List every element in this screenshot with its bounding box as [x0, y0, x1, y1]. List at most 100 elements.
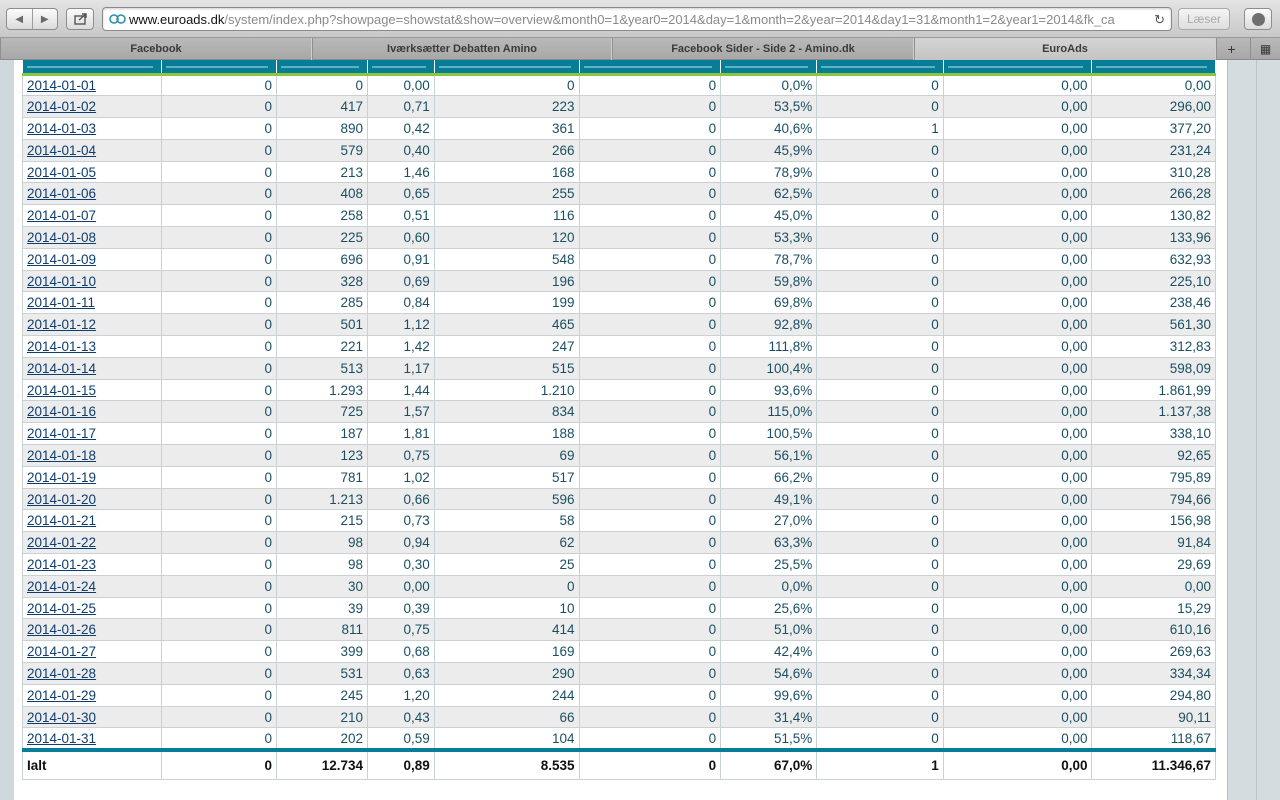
stats-panel: 2014-01-01 0 0 0,00 0 0 0,0% 0 0,00 0,00 2014-01-0…: [14, 60, 1228, 800]
date-link[interactable]: 2014-01-31: [27, 730, 97, 746]
tab-euroads[interactable]: EuroAds: [914, 38, 1216, 60]
value-cell: 0: [161, 182, 277, 206]
date-link[interactable]: 2014-01-28: [27, 665, 97, 681]
value-cell: 0: [816, 74, 944, 97]
date-link[interactable]: 2014-01-21: [27, 513, 97, 529]
column-header[interactable]: [22, 60, 162, 76]
value-cell: 696: [276, 248, 369, 271]
value-cell: 0,00: [943, 618, 1093, 642]
date-cell: 2014-01-25: [22, 597, 162, 620]
back-icon[interactable]: ◀: [15, 13, 24, 25]
date-link[interactable]: 2014-01-04: [27, 142, 97, 158]
value-cell: 0: [816, 640, 944, 664]
value-cell: 0: [161, 95, 277, 119]
column-header[interactable]: [943, 60, 1093, 76]
table-row: 2014-01-22 0 98 0,94 62 0 63,3% 0 0,00 91,84: [22, 531, 1216, 555]
column-header[interactable]: [816, 60, 944, 76]
column-header[interactable]: [276, 60, 369, 76]
date-link[interactable]: 2014-01-20: [27, 491, 97, 507]
date-link[interactable]: 2014-01-14: [27, 360, 97, 376]
value-cell: 0: [161, 379, 277, 402]
date-cell: 2014-01-07: [22, 204, 162, 228]
date-link[interactable]: 2014-01-01: [27, 77, 97, 93]
value-cell: 0,51: [367, 204, 435, 228]
table-row: 2014-01-17 0 187 1,81 188 0 100,5% 0 0,00 338,10: [22, 422, 1216, 446]
date-link[interactable]: 2014-01-26: [27, 622, 97, 638]
date-link[interactable]: 2014-01-23: [27, 556, 97, 572]
value-cell: 0: [816, 248, 944, 271]
forward-icon[interactable]: ▶: [31, 9, 58, 29]
column-header[interactable]: [720, 60, 818, 76]
value-cell: 0: [816, 422, 944, 446]
value-cell: 0: [161, 335, 277, 358]
tab-facebook[interactable]: Facebook: [0, 38, 312, 60]
date-link[interactable]: 2014-01-29: [27, 687, 97, 703]
value-cell: 266,28: [1091, 182, 1216, 206]
value-cell: 123: [276, 444, 369, 467]
share-button[interactable]: [66, 8, 94, 30]
value-cell: 0: [816, 379, 944, 402]
date-link[interactable]: 2014-01-06: [27, 186, 97, 202]
value-cell: 0: [579, 531, 722, 555]
value-cell: 0,00: [943, 640, 1093, 664]
date-link[interactable]: 2014-01-19: [27, 469, 97, 485]
date-link[interactable]: 2014-01-09: [27, 251, 97, 267]
value-cell: 0,00: [1091, 74, 1216, 97]
value-cell: 0,84: [367, 291, 435, 315]
tab-bar: Facebook Iværksætter Debatten Amino Face…: [0, 38, 1280, 60]
date-link[interactable]: 2014-01-18: [27, 447, 97, 463]
date-link[interactable]: 2014-01-30: [27, 709, 97, 725]
date-link[interactable]: 2014-01-17: [27, 426, 97, 442]
value-cell: 0,00: [943, 379, 1093, 402]
download-icon: [1252, 13, 1265, 26]
value-cell: 93,6%: [720, 379, 818, 402]
new-tab-icon[interactable]: +: [1216, 38, 1246, 60]
value-cell: 399: [276, 640, 369, 664]
value-cell: 225,10: [1091, 270, 1216, 293]
date-link[interactable]: 2014-01-07: [27, 208, 97, 224]
value-cell: 30: [276, 575, 369, 598]
value-cell: 0: [161, 575, 277, 598]
date-link[interactable]: 2014-01-03: [27, 120, 97, 136]
value-cell: 40,6%: [720, 117, 818, 140]
value-cell: 0: [816, 618, 944, 642]
tab-overview-icon[interactable]: ▦: [1250, 38, 1280, 60]
reload-icon[interactable]: ↻: [1154, 12, 1165, 27]
column-header[interactable]: [434, 60, 580, 76]
downloads-button[interactable]: [1244, 8, 1272, 30]
date-link[interactable]: 2014-01-27: [27, 644, 97, 660]
date-link[interactable]: 2014-01-02: [27, 99, 97, 115]
date-link[interactable]: 2014-01-05: [27, 164, 97, 180]
date-link[interactable]: 2014-01-13: [27, 338, 97, 354]
tab-ivaerksaetter-debatten[interactable]: Iværksætter Debatten Amino: [312, 38, 612, 60]
tab-facebook-sider[interactable]: Facebook Sider - Side 2 - Amino.dk: [612, 38, 914, 60]
column-header[interactable]: [1091, 60, 1216, 76]
column-header[interactable]: [367, 60, 435, 76]
date-link[interactable]: 2014-01-25: [27, 600, 97, 616]
date-link[interactable]: 2014-01-16: [27, 404, 97, 420]
column-header[interactable]: [579, 60, 722, 76]
total-row: Ialt 0 12.734 0,89 8.535 0 67,0% 1 0,00 11.346,67: [22, 747, 1216, 781]
address-bar[interactable]: www.euroads.dk/system/index.php?showpage…: [102, 7, 1172, 31]
value-cell: 0: [579, 335, 722, 358]
table-row: 2014-01-11 0 285 0,84 199 0 69,8% 0 0,00 238,46: [22, 291, 1216, 315]
date-link[interactable]: 2014-01-12: [27, 317, 97, 333]
value-cell: 130,82: [1091, 204, 1216, 228]
date-link[interactable]: 2014-01-08: [27, 229, 97, 245]
table-row: 2014-01-30 0 210 0,43 66 0 31,4% 0 0,00 90,11: [22, 706, 1216, 729]
value-cell: 78,9%: [720, 161, 818, 184]
value-cell: 0: [161, 270, 277, 293]
date-link[interactable]: 2014-01-22: [27, 535, 97, 551]
value-cell: 0: [161, 226, 277, 249]
value-cell: 78,7%: [720, 248, 818, 271]
value-cell: 199: [434, 291, 580, 315]
date-link[interactable]: 2014-01-11: [27, 295, 96, 311]
value-cell: 0: [579, 618, 722, 642]
date-cell: 2014-01-29: [22, 684, 162, 707]
date-link[interactable]: 2014-01-15: [27, 382, 97, 398]
reader-button[interactable]: Læser: [1178, 8, 1230, 30]
date-link[interactable]: 2014-01-10: [27, 273, 97, 289]
column-header[interactable]: [161, 60, 277, 76]
value-cell: 0: [161, 509, 277, 533]
date-link[interactable]: 2014-01-24: [27, 578, 97, 594]
